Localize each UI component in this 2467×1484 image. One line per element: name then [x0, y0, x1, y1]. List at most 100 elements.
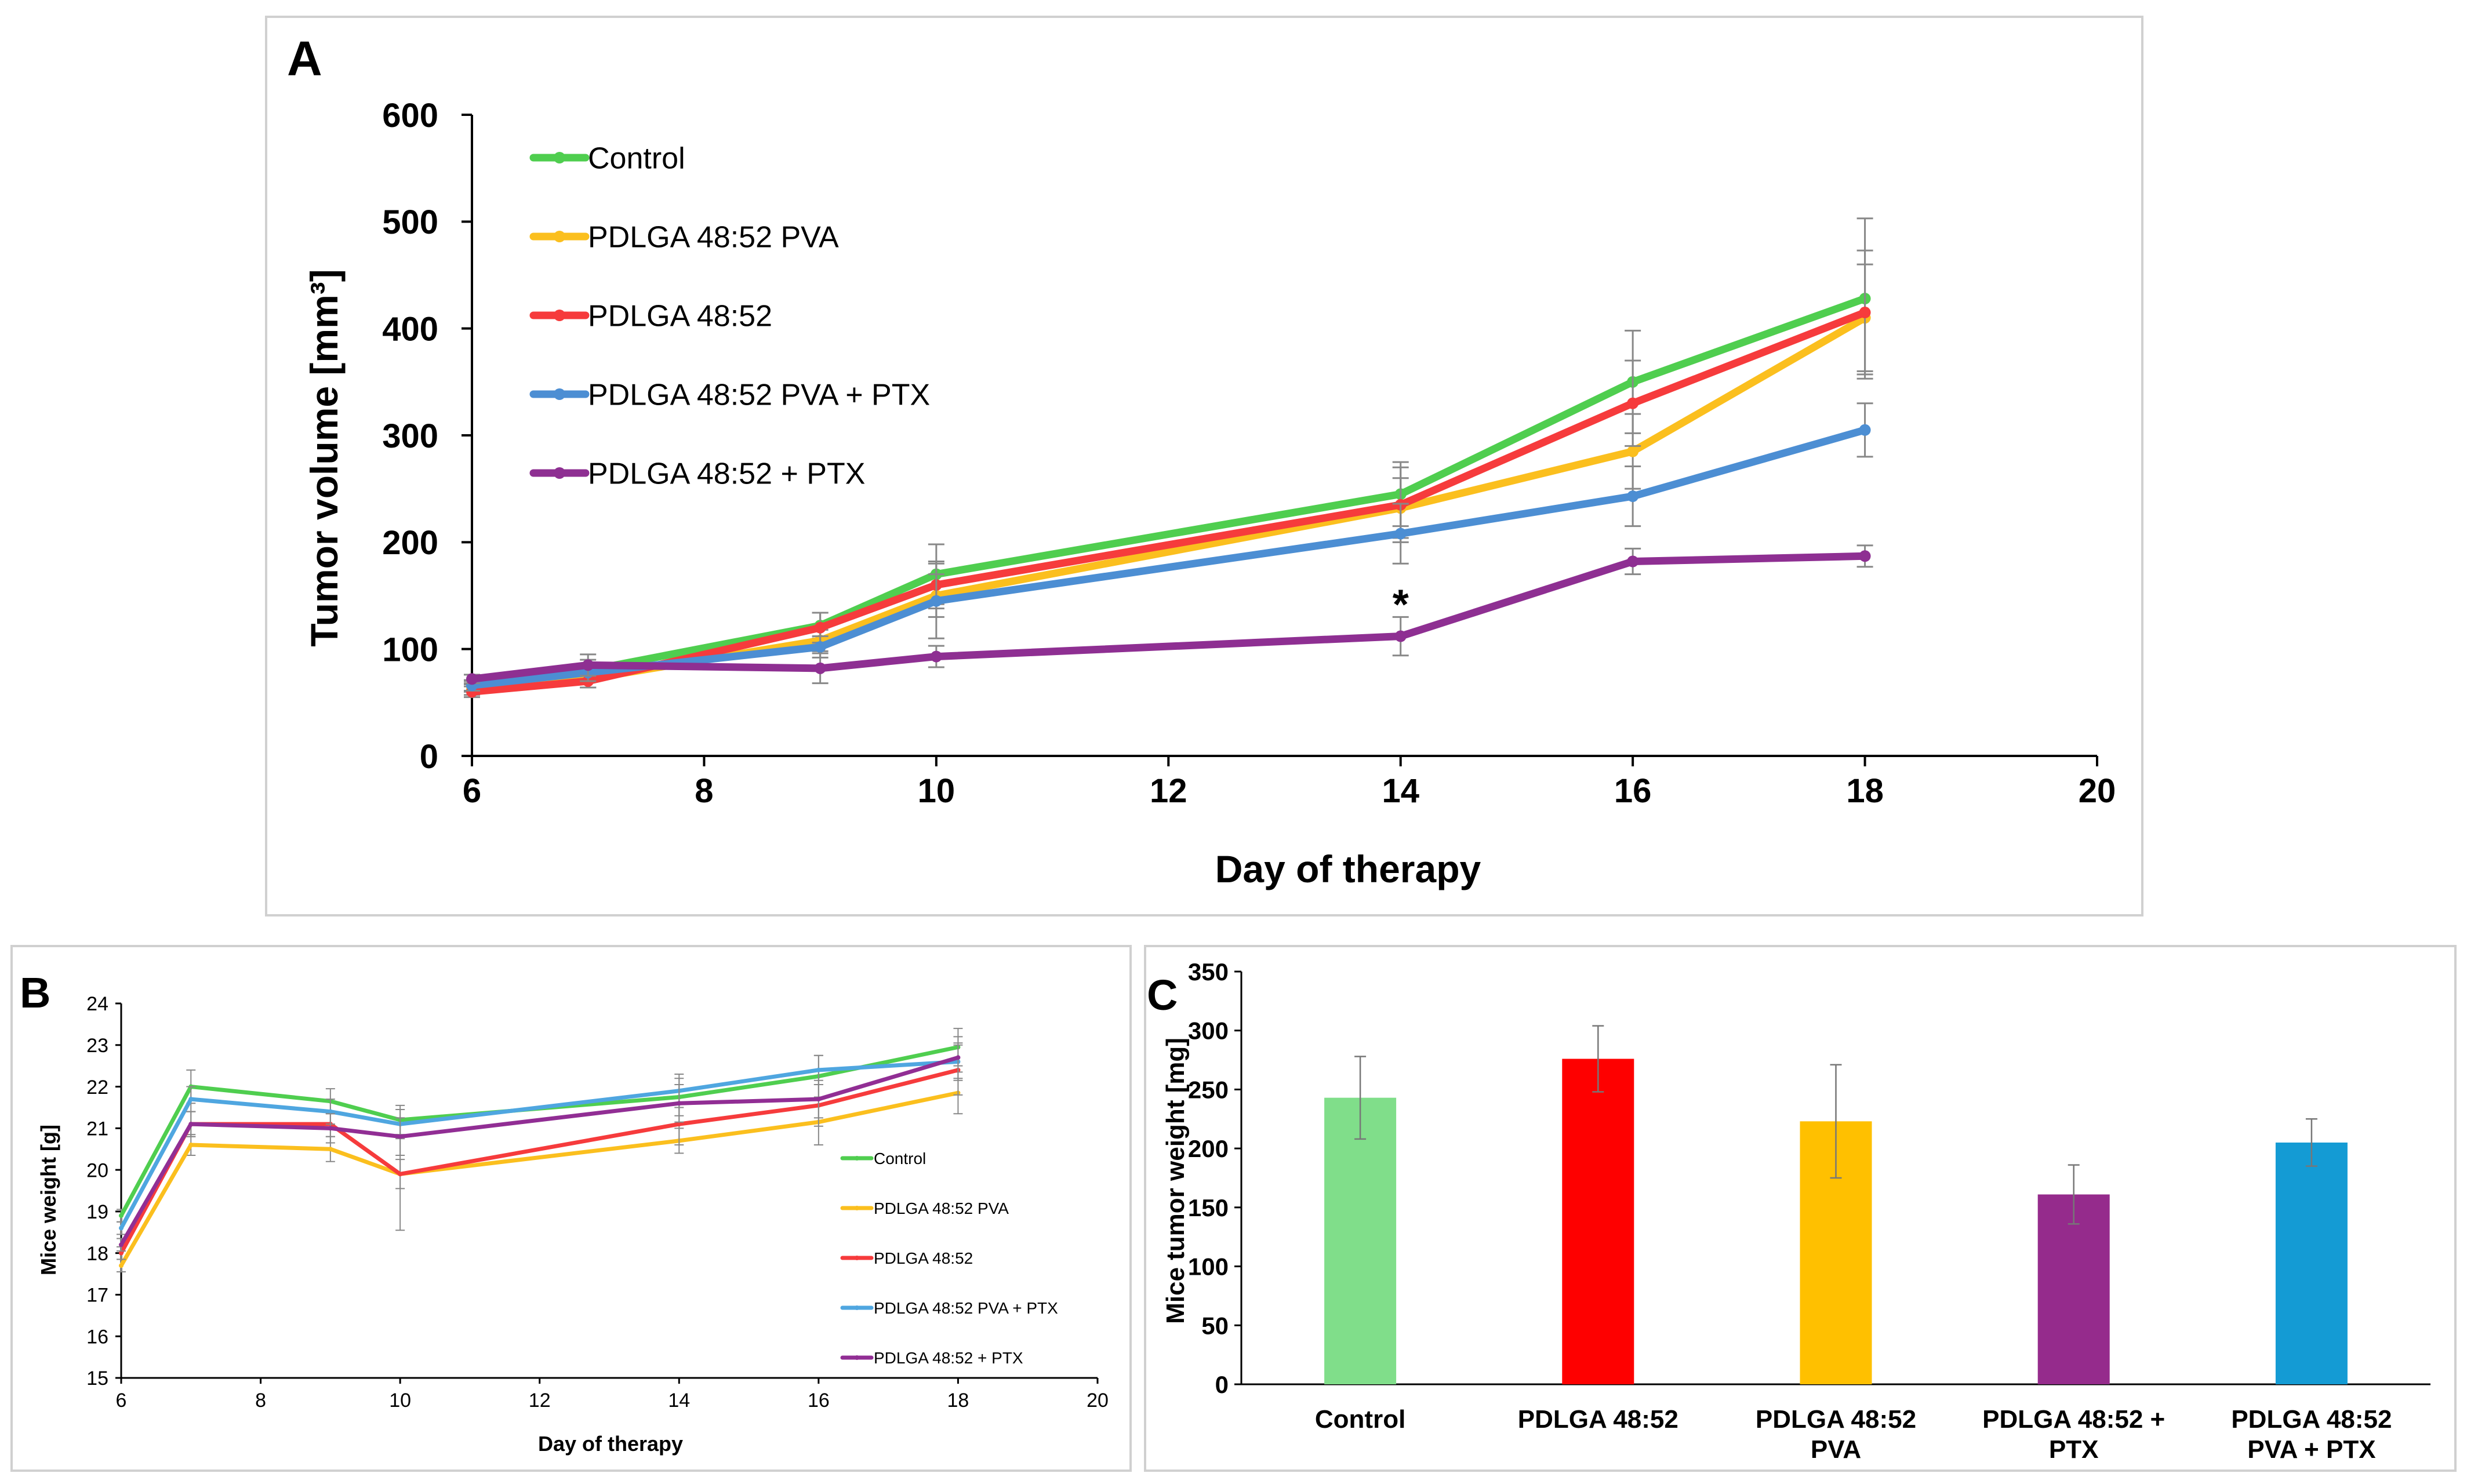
panel-b-x-tick-label: 10 [389, 1390, 411, 1412]
panel-c-category-label: PDLGA 48:52 [1756, 1405, 1916, 1434]
panel-b-series-pdlga-48-52-point [677, 1122, 682, 1127]
panel-b-x-tick-label: 6 [116, 1390, 127, 1412]
panel-a-y-tick-label: 0 [420, 738, 438, 776]
panel-a-legend-item-pdlga-48-52-label: PDLGA 48:52 [588, 300, 772, 333]
panel-b-chart: B 6 8 10 12 14 16 18 20 15 16 17 18 19 20 21 22 23 24 Con… [20, 969, 1109, 1456]
panel-b-legend-item-pdlga-48-52-pva-ptx-label: PDLGA 48:52 PVA + PTX [874, 1299, 1058, 1317]
panel-a-annotation: * [1393, 582, 1409, 628]
panel-c-y-tick-label: 350 [1188, 958, 1229, 985]
panel-a-y-tick-label: 500 [382, 203, 438, 241]
panel-c-category-label: PDLGA 48:52 + [1982, 1405, 2165, 1434]
panel-b-y-tick-label: 22 [86, 1076, 108, 1099]
panel-b-series-pdlga-48-52-ptx-point [328, 1126, 333, 1131]
panel-a-series-pdlga-48-52-pva-ptx-point [1859, 424, 1871, 436]
panel-c-bars [1324, 1025, 2348, 1384]
panel-a-series-pdlga-48-52-ptx-point [1859, 550, 1871, 562]
panel-c-y-tick-label: 200 [1188, 1135, 1229, 1162]
panel-a-y-tick-label: 100 [382, 631, 438, 669]
panel-a-legend-item-pdlga-48-52-pva-ptx-marker [554, 388, 565, 400]
panel-a-legend-item-control-label: Control [588, 142, 685, 176]
panel-b-legend-item-pdlga-48-52-ptx-marker [855, 1355, 859, 1360]
panel-b-x-tick-label: 16 [808, 1390, 830, 1412]
panel-b-series-control-point [119, 1213, 123, 1219]
panel-b-legend-item-pdlga-48-52-pva-label: PDLGA 48:52 PVA [874, 1199, 1009, 1217]
panel-a-series-pdlga-48-52-pva-ptx-point [1627, 490, 1639, 503]
panel-b-axes: 6 8 10 12 14 16 18 20 15 16 17 18 19 20 21 22 23 24 [86, 993, 1109, 1412]
panel-a-series-pdlga-48-52-ptx-point [814, 662, 826, 674]
panel-a-series-pdlga-48-52-pva-ptx-point [1394, 528, 1407, 540]
panel-a-series-pdlga-48-52-ptx-point [582, 659, 594, 671]
panel-b-series-pdlga-48-52-ptx-point [398, 1134, 403, 1139]
panel-c-category-label: Control [1315, 1405, 1405, 1434]
panel-a-x-tick-label: 20 [2079, 772, 2116, 810]
panel-a-series-pdlga-48-52-point [1859, 307, 1871, 319]
panel-b-y-axis-title: Mice weight [g] [37, 1125, 60, 1275]
panel-c-category-label: PVA [1811, 1435, 1861, 1464]
panel-b-series-pdlga-48-52-ptx-point [955, 1055, 961, 1060]
panel-b-series-pdlga-48-52-ptx-point [188, 1122, 194, 1127]
panel-b-series-pdlga-48-52-ptx-point [119, 1242, 123, 1247]
panel-a-legend-item-control-marker [554, 152, 565, 163]
panel-a-legend: Control PDLGA 48:52 PVA PDLGA 48:52 PDLGA 4… [529, 142, 930, 491]
panel-c-chart: C 0 50 100 150 200 250 300 350 Control PDLGA 48:5… [1147, 958, 2430, 1464]
panel-a-series [464, 217, 1873, 699]
panel-b-y-tick-label: 16 [86, 1326, 108, 1348]
panel-c-bar-pdlga-48-52-pva-ptx [2275, 1142, 2348, 1384]
panel-a-y-tick-label: 300 [382, 417, 438, 455]
panel-b-series-pdlga-48-52-ptx-point [677, 1101, 682, 1106]
panel-c-bar-pdlga-48-52-ptx [2037, 1194, 2110, 1384]
panel-b-x-axis-title: Day of therapy [538, 1432, 683, 1456]
panel-a-series-pdlga-48-52-point [814, 621, 826, 634]
panel-a-series-pdlga-48-52-point [1627, 397, 1639, 409]
panel-a-series-pdlga-48-52-pva-ptx-point [814, 641, 826, 653]
panel-b-y-tick-label: 17 [86, 1285, 108, 1307]
panel-b-y-tick-label: 15 [86, 1367, 108, 1390]
panel-b-legend-item-pdlga-48-52-ptx-label: PDLGA 48:52 + PTX [874, 1349, 1023, 1367]
panel-c-y-axis-title: Mice tumor weight [mg] [1161, 1038, 1190, 1324]
panel-c-category-label: PTX [2049, 1435, 2099, 1464]
panel-b-series-pdlga-48-52-pva-point [188, 1143, 194, 1148]
panel-c-y-tick-label: 300 [1188, 1017, 1229, 1045]
panel-a-x-tick-label: 14 [1382, 772, 1419, 810]
panel-a-y-tick-label: 400 [382, 311, 438, 348]
panel-a-x-tick-label: 16 [1614, 772, 1652, 810]
panel-b-series-pdlga-48-52-point [119, 1250, 123, 1256]
panel-a-legend-item-pdlga-48-52-ptx-marker [554, 467, 565, 479]
panel-a-y-axis-title: Tumor volume [mm³] [303, 269, 346, 646]
panel-a-x-tick-label: 10 [918, 772, 955, 810]
panel-a-frame [265, 16, 2143, 916]
panel-b-series-pdlga-48-52-pva-point [328, 1147, 333, 1152]
panel-b-legend-item-control-marker [855, 1156, 859, 1161]
panel-b-label: B [20, 969, 50, 1017]
panel-a-x-tick-label: 8 [695, 772, 713, 810]
panel-c-category-label: PDLGA 48:52 [1518, 1405, 1678, 1434]
panel-a-y-tick-label: 200 [382, 524, 438, 562]
panel-c-category-label: PDLGA 48:52 [2231, 1405, 2392, 1434]
panel-b-series-pdlga-48-52-pva-ptx-point [816, 1067, 821, 1072]
panel-c-y-tick-label: 50 [1201, 1312, 1229, 1339]
panel-b-legend-item-control-label: Control [874, 1150, 926, 1167]
panel-c-category-label: PVA + PTX [2247, 1435, 2375, 1464]
panel-a-series-pdlga-48-52-ptx-point [930, 650, 942, 663]
panel-b-legend-item-pdlga-48-52-label: PDLGA 48:52 [874, 1249, 973, 1267]
panel-a-x-tick-label: 18 [1846, 772, 1884, 810]
panel-b-y-tick-label: 23 [86, 1035, 108, 1057]
panel-b-y-tick-label: 20 [86, 1159, 108, 1181]
panel-a-x-axis-title: Day of therapy [1215, 848, 1481, 890]
panel-a-legend-item-pdlga-48-52-pva-label: PDLGA 48:52 PVA [588, 221, 839, 254]
panel-a-label: A [287, 31, 322, 86]
panel-b-series-pdlga-48-52-point [398, 1172, 403, 1177]
panel-b-legend: Control PDLGA 48:52 PVA PDLGA 48:52 PDLGA 4… [840, 1150, 1058, 1367]
panel-c-bar-pdlga-48-52 [1562, 1059, 1634, 1384]
panel-b-y-tick-label: 18 [86, 1243, 108, 1265]
panel-b-x-tick-label: 20 [1087, 1390, 1109, 1412]
panel-a-series-pdlga-48-52-ptx [464, 544, 1873, 685]
panel-b-x-tick-label: 14 [668, 1390, 690, 1412]
panel-a-legend-item-pdlga-48-52-ptx-label: PDLGA 48:52 + PTX [588, 457, 865, 491]
panel-b-series-pdlga-48-52-pva-ptx-point [328, 1109, 333, 1114]
panel-c-y-tick-label: 250 [1188, 1076, 1229, 1103]
panel-b-series-pdlga-48-52-pva-ptx-point [188, 1097, 194, 1102]
